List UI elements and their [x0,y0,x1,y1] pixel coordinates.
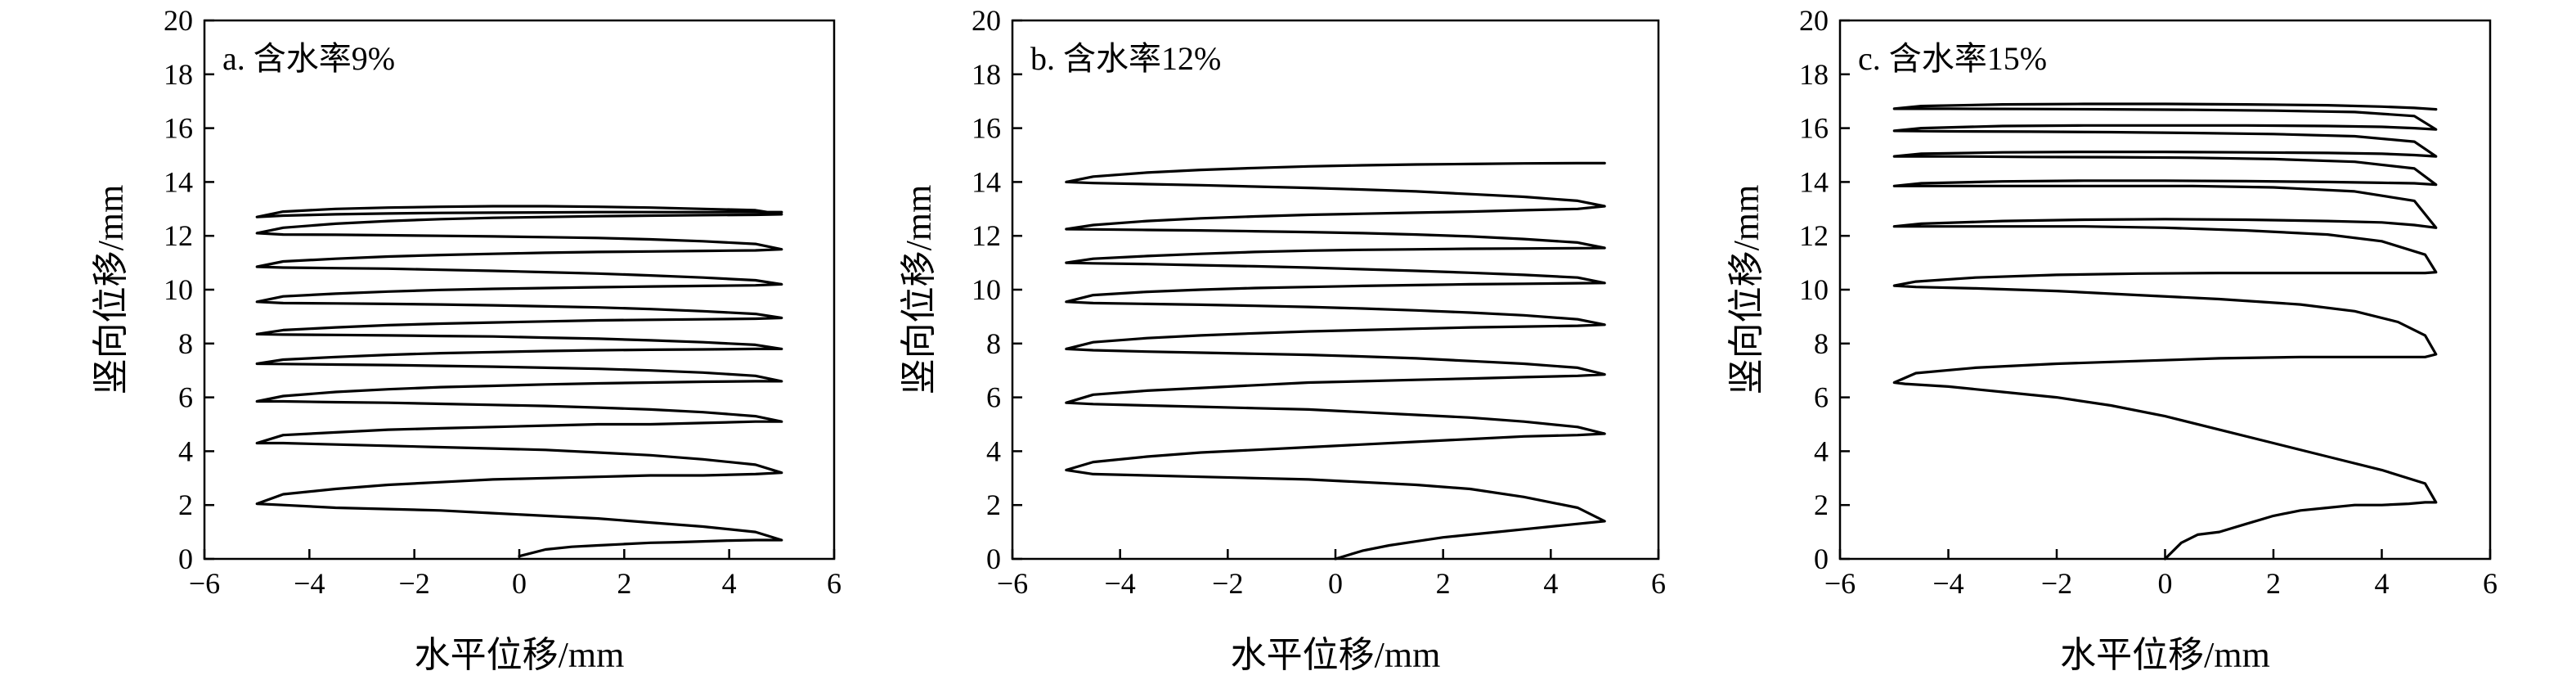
y-tick-label: 0 [986,543,1001,575]
x-tick-label: −2 [399,567,430,600]
x-tick-label: 6 [1651,567,1666,600]
y-tick-label: 12 [164,219,193,252]
x-tick-label: 2 [1436,567,1451,600]
y-tick-label: 20 [164,4,193,37]
y-tick-label: 6 [1814,381,1829,414]
y-tick-label: 6 [986,381,1001,414]
y-tick-label: 8 [1814,327,1829,360]
y-tick-label: 12 [1799,219,1829,252]
panel-c: −6 −4 −2 0 2 4 6 0 2 4 6 8 10 12 14 16 18 20 水平位移/mm 竖向位移/m… [1726,4,2497,675]
y-tick-label: 14 [164,165,193,198]
series-line [1065,161,1606,561]
x-tick-label: 4 [2375,567,2390,600]
panel-a: −6 −4 −2 0 2 4 6 0 2 4 6 8 10 12 14 16 18 20 水平位移/mm 竖向位移/m… [91,4,841,675]
x-axis-title: 水平位移/mm [2060,635,2270,675]
x-tick-label: −4 [1105,567,1136,600]
x-tick-label: 2 [2266,567,2281,600]
x-tick-label: 6 [2483,567,2497,600]
y-tick-label: 8 [986,327,1001,360]
x-tick-label: −6 [189,567,220,600]
y-tick-label: 10 [1799,273,1829,306]
series-line [1892,102,2438,561]
x-tick-label: −2 [1212,567,1243,600]
y-axis-title: 竖向位移/mm [1726,185,1766,395]
y-tick-label: 16 [972,112,1001,145]
x-tick-label: −6 [1824,567,1856,600]
x-axis-title: 水平位移/mm [1231,635,1441,675]
y-axis-title: 竖向位移/mm [91,185,131,395]
y-tick-label: 16 [164,112,193,145]
x-tick-label: 6 [827,567,841,600]
y-axis-title: 竖向位移/mm [899,185,939,395]
y-tick-label: 20 [972,4,1001,37]
x-tick-label: −4 [294,567,325,600]
x-tick-label: −4 [1932,567,1963,600]
y-tick-label: 18 [164,58,193,91]
x-tick-label: 0 [512,567,527,600]
x-axis-title: 水平位移/mm [415,635,625,675]
y-tick-label: 18 [972,58,1001,91]
x-tick-label: 2 [617,567,631,600]
plot-frame [1838,19,2492,561]
y-tick-label: 8 [178,327,193,360]
y-tick-label: 0 [1814,543,1829,575]
y-tick-label: 14 [1799,165,1829,198]
y-tick-label: 4 [986,435,1001,467]
y-tick-label: 14 [972,165,1001,198]
x-tick-label: −6 [997,567,1028,600]
panel-title: c. 含水率15% [1858,40,2047,77]
plot-frame [1011,19,1660,561]
y-tick-label: 2 [1814,489,1829,521]
y-tick-label: 10 [164,273,193,306]
x-tick-label: −2 [2041,567,2072,600]
panel-title: a. 含水率9% [222,40,395,77]
y-tick-label: 20 [1799,4,1829,37]
y-tick-label: 16 [1799,112,1829,145]
y-tick-label: 2 [986,489,1001,521]
x-tick-label: 4 [722,567,737,600]
series-line [255,205,783,558]
y-tick-label: 6 [178,381,193,414]
panel-title: b. 含水率12% [1030,40,1221,77]
panel-b: −6 −4 −2 0 2 4 6 0 2 4 6 8 10 12 14 16 18 20 水平位移/mm 竖向位移/m… [899,4,1666,675]
x-tick-label: 0 [2158,567,2173,600]
y-tick-label: 0 [178,543,193,575]
x-tick-label: 0 [1328,567,1343,600]
y-tick-label: 18 [1799,58,1829,91]
y-tick-label: 10 [972,273,1001,306]
y-tick-label: 12 [972,219,1001,252]
y-tick-label: 4 [1814,435,1829,467]
y-tick-label: 2 [178,489,193,521]
y-tick-label: 4 [178,435,193,467]
x-tick-label: 4 [1543,567,1558,600]
